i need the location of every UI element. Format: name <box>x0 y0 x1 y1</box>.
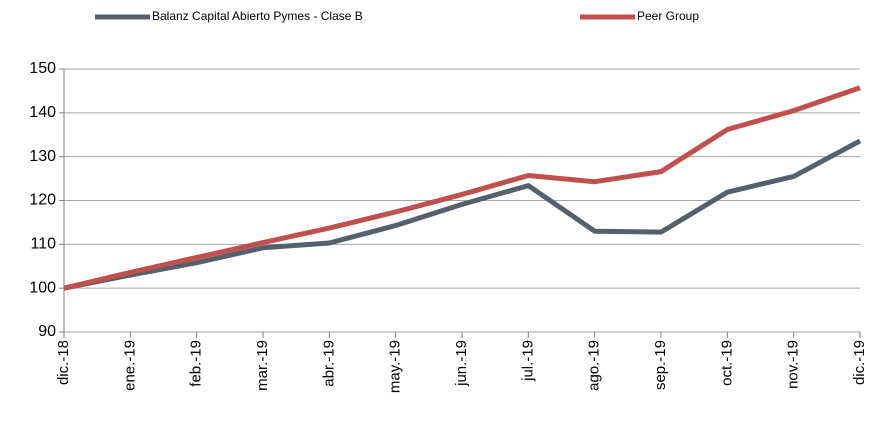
x-tick-label: dic.-18 <box>55 340 72 385</box>
y-tick-label: 120 <box>29 192 56 209</box>
x-tick-label: feb.-19 <box>188 340 205 387</box>
series-line <box>63 85 861 291</box>
x-tick-label: mar.-19 <box>254 340 271 391</box>
x-tick-label: sep.-19 <box>652 340 669 390</box>
legend-label: Balanz Capital Abierto Pymes - Clase B <box>152 9 363 23</box>
x-tick-label: abr.-19 <box>320 340 337 387</box>
x-tick-label: ago.-19 <box>586 340 603 391</box>
x-tick-label: jul.-19 <box>519 340 536 382</box>
x-tick-label: dic.-19 <box>851 340 868 385</box>
x-tick-label: ene.-19 <box>121 340 138 391</box>
x-tick-label: jun.-19 <box>453 340 470 387</box>
legend-label: Peer Group <box>637 9 699 23</box>
y-tick-label: 140 <box>29 104 56 121</box>
y-tick-label: 110 <box>30 236 56 253</box>
series-line <box>63 138 862 291</box>
x-tick-label: may.-19 <box>387 340 404 393</box>
x-tick-label: oct.-19 <box>718 340 735 386</box>
y-tick-label: 150 <box>29 60 56 77</box>
y-tick-label: 130 <box>29 148 56 165</box>
y-tick-label: 90 <box>38 323 56 340</box>
x-tick-label: nov.-19 <box>785 340 802 389</box>
y-tick-label: 100 <box>29 279 56 296</box>
